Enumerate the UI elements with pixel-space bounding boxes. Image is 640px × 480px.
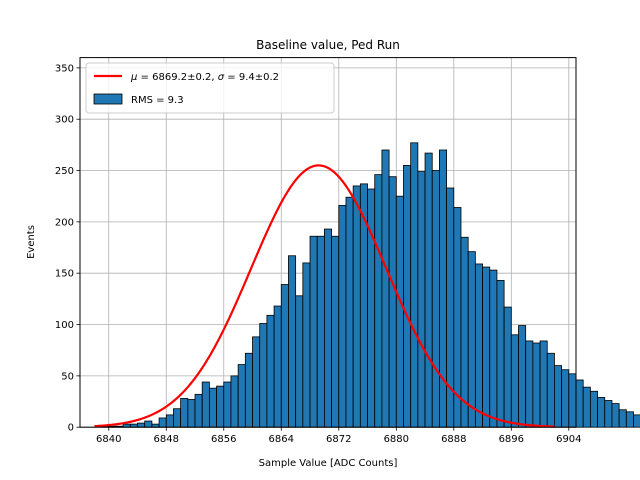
histogram-bar: [367, 188, 376, 428]
histogram-bar: [288, 255, 297, 428]
histogram-bar: [273, 305, 282, 428]
histogram-bar: [510, 334, 519, 428]
histogram-bar: [137, 422, 146, 428]
histogram-bar: [309, 235, 318, 428]
histogram-bar: [503, 306, 512, 428]
histogram-bar: [381, 149, 390, 428]
histogram-bar: [395, 195, 404, 428]
legend: μ = 6869.2±0.2, σ = 9.4±0.2 RMS = 9.3: [85, 62, 335, 114]
y-tick-label: 200: [55, 217, 74, 228]
y-tick-label: 300: [55, 115, 74, 126]
histogram-bar: [352, 185, 361, 428]
y-axis-ticks: 0 50 100 150 200 250 300 350: [55, 63, 80, 434]
legend-fit-label: μ = 6869.2±0.2, σ = 9.4±0.2: [130, 72, 279, 83]
histogram-bar: [467, 251, 476, 428]
histogram-bar: [625, 411, 634, 428]
histogram-bar: [194, 393, 203, 428]
x-axis-ticks: 6840 6848 6856 6864 6872 6880 6888 6896 6904: [96, 427, 582, 445]
x-tick-label: 6856: [211, 434, 236, 445]
y-axis-label: Events: [26, 225, 37, 259]
histogram-bar: [338, 205, 347, 428]
y-tick-label: 250: [55, 166, 74, 177]
histogram-bar: [403, 164, 412, 428]
histogram-bar: [165, 414, 174, 428]
x-tick-label: 6888: [441, 434, 466, 445]
histogram-bar: [589, 390, 598, 428]
y-tick-label: 150: [55, 269, 74, 280]
histogram-bar: [216, 385, 225, 428]
histogram-bar: [525, 340, 534, 428]
histogram-bar: [187, 399, 196, 428]
histogram-bar: [431, 170, 440, 428]
histogram-bar: [237, 364, 246, 428]
x-axis-label: Sample Value [ADC Counts]: [259, 458, 398, 469]
histogram-bar: [417, 171, 426, 428]
legend-rms-label: RMS = 9.3: [131, 95, 184, 106]
chart-title: Baseline value, Ped Run: [256, 38, 400, 52]
histogram-bar: [259, 323, 268, 428]
histogram-bar: [223, 381, 232, 428]
legend-bar-swatch: [93, 93, 123, 105]
histogram-bar: [546, 352, 555, 428]
histogram-bar: [568, 373, 577, 428]
histogram-bar: [518, 325, 527, 428]
y-tick-label: 50: [61, 371, 74, 382]
histogram-bar: [252, 336, 261, 428]
histogram-bar: [496, 279, 505, 428]
histogram-bar: [266, 314, 275, 428]
x-tick-label: 6840: [96, 434, 121, 445]
histogram-bar: [611, 403, 620, 428]
x-tick-label: 6896: [499, 434, 524, 445]
histogram-bar: [208, 387, 217, 428]
legend-box: [85, 62, 335, 114]
histogram-bar: [280, 284, 289, 428]
histogram-bar: [554, 365, 563, 428]
histogram-bar: [201, 381, 210, 428]
histogram-bar: [316, 235, 325, 428]
histogram-bars: [101, 142, 640, 428]
histogram-bar: [489, 269, 498, 428]
histogram-bar: [374, 174, 383, 428]
histogram-bar: [575, 379, 584, 428]
histogram-bar: [324, 228, 332, 428]
x-tick-label: 6880: [384, 434, 409, 445]
x-tick-label: 6864: [269, 434, 294, 445]
histogram-bar: [439, 149, 448, 428]
histogram-bar: [604, 400, 613, 428]
histogram-bar: [597, 397, 606, 428]
histogram-bar: [633, 414, 640, 428]
y-tick-label: 350: [55, 63, 74, 74]
gaussian-fit-curve: [94, 164, 555, 428]
histogram-bar: [532, 342, 541, 428]
x-tick-label: 6848: [154, 434, 179, 445]
histogram-bar: [410, 142, 419, 428]
y-tick-label: 0: [68, 423, 74, 434]
histogram-bar: [302, 262, 311, 428]
histogram-bar: [158, 417, 167, 428]
histogram-bar: [173, 408, 182, 428]
histogram-bar: [388, 176, 397, 428]
histogram-bar: [230, 375, 239, 428]
histogram-bar: [561, 369, 570, 428]
plot-frame: [79, 57, 577, 428]
histogram-bar: [295, 295, 304, 428]
histogram-bar: [582, 386, 591, 428]
histogram-bar: [244, 352, 253, 428]
histogram-bar: [618, 409, 627, 428]
y-tick-label: 100: [55, 320, 74, 331]
histogram-bar: [345, 196, 354, 428]
histogram-bar: [180, 398, 189, 428]
x-tick-label: 6872: [326, 434, 351, 445]
histogram-bar: [424, 152, 433, 428]
histogram-bar: [539, 340, 548, 428]
histogram-bar: [331, 235, 340, 428]
histogram-bar: [474, 263, 483, 428]
histogram-bar: [482, 266, 491, 428]
x-tick-label: 6904: [556, 434, 581, 445]
histogram-bar: [144, 420, 153, 428]
